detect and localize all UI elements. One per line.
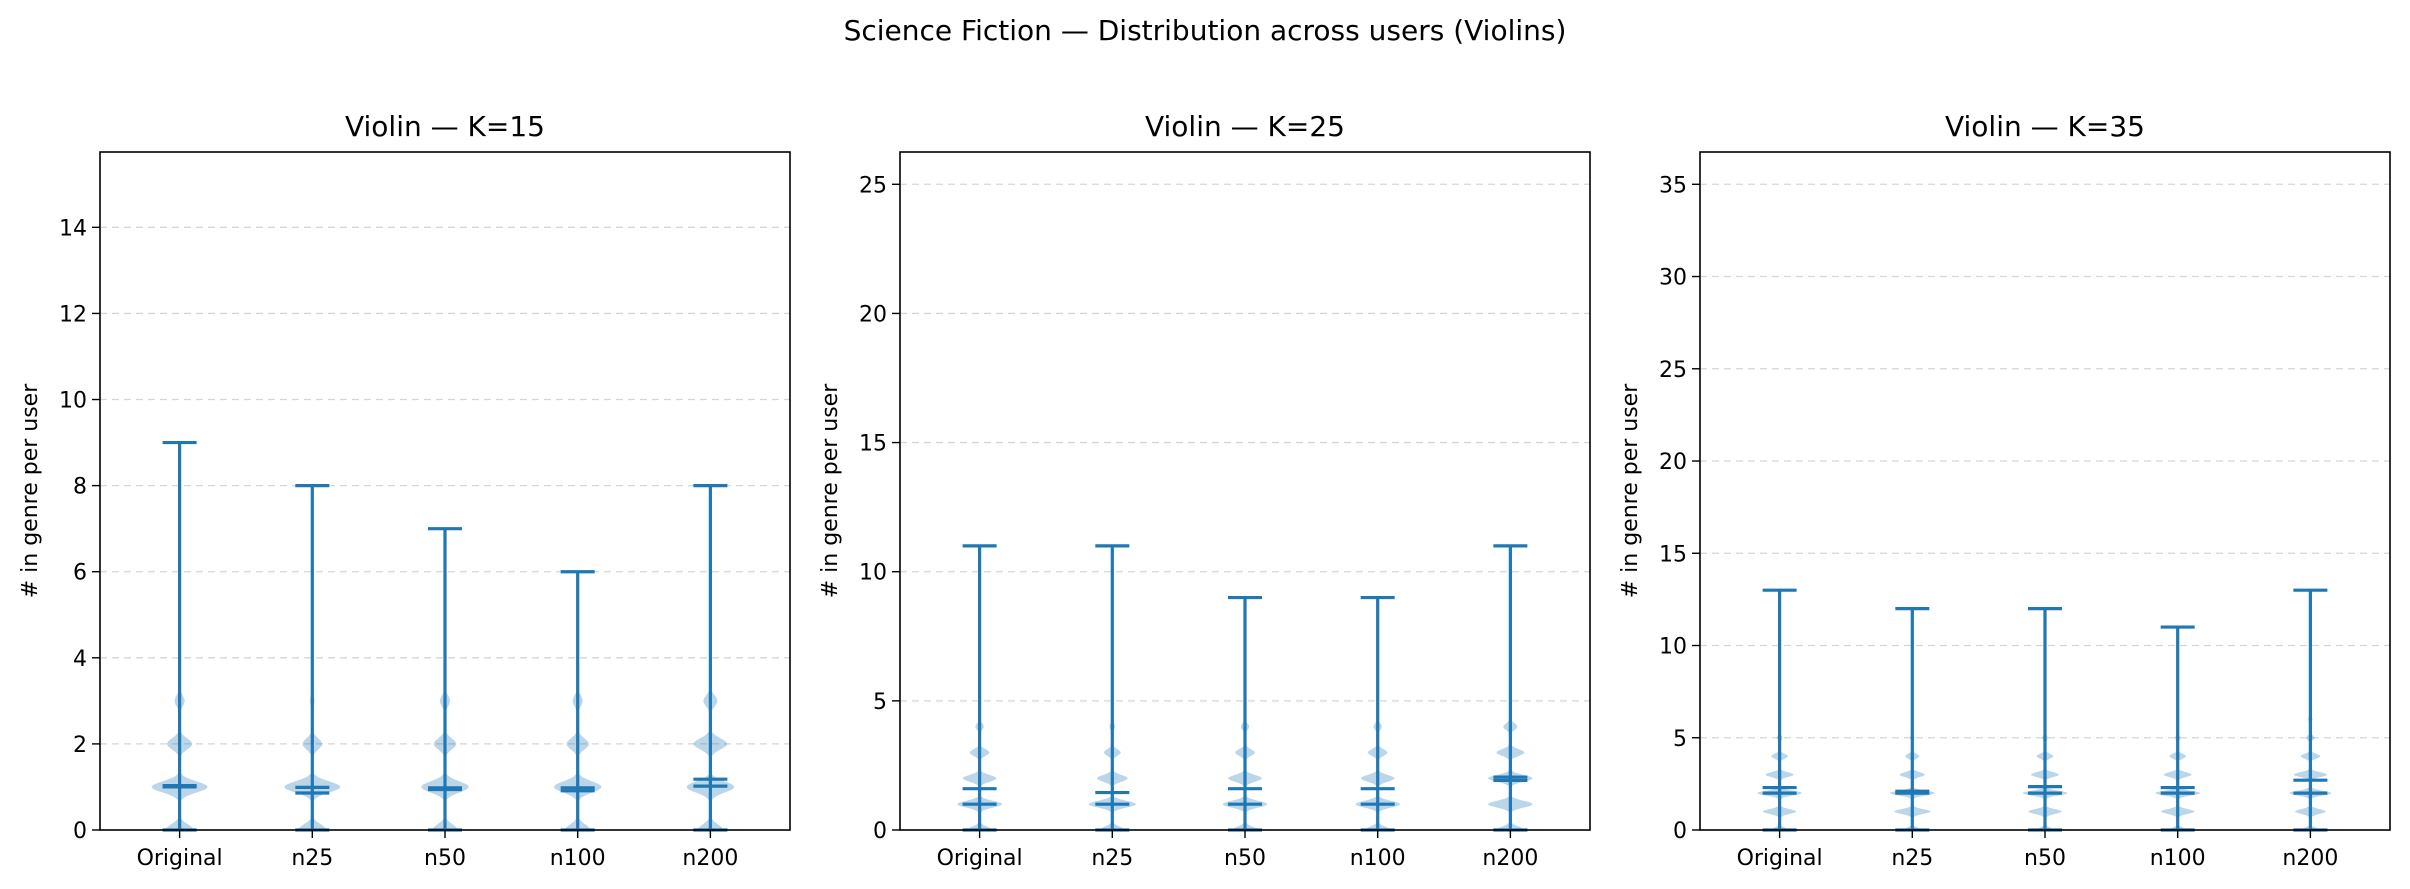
violin-n50	[1222, 595, 1268, 832]
y-tick-label: 6	[73, 561, 87, 586]
y-tick-label: 5	[1673, 727, 1687, 752]
violin-n50	[421, 527, 469, 832]
violin-n50	[2022, 607, 2068, 832]
violin-n200	[1488, 544, 1533, 832]
violin-Original	[151, 440, 208, 832]
y-tick-label: 20	[859, 302, 887, 327]
y-tick-label: 25	[859, 173, 887, 198]
violin-n100	[554, 570, 602, 832]
y-axis-label: # in genre per user	[818, 383, 843, 598]
y-tick-label: 10	[859, 561, 887, 586]
y-tick-label: 15	[1659, 542, 1687, 567]
panel-title: Violin — K=15	[345, 110, 545, 143]
y-tick-label: 0	[873, 819, 887, 844]
y-axis-label: # in genre per user	[18, 383, 43, 598]
y-tick-label: 0	[1673, 819, 1687, 844]
x-tick-label: n100	[550, 846, 606, 871]
y-tick-label: 4	[73, 647, 87, 672]
y-tick-label: 8	[73, 475, 87, 500]
violin-panel-k25: Violin — K=25 # in genre per user 0 5 10 15…	[818, 110, 1591, 871]
y-tick-label: 5	[873, 690, 887, 715]
violin-n25	[1088, 544, 1136, 832]
violin-n100	[2155, 625, 2200, 832]
x-tick-label: n200	[2282, 846, 2338, 871]
violin-Original	[957, 544, 1002, 832]
violin-panel-k35: Violin — K=35 # in genre per user 0 5 10 15…	[1618, 110, 2391, 871]
panel-title: Violin — K=35	[1945, 110, 2145, 143]
y-tick-label: 0	[73, 819, 87, 844]
y-tick-label: 12	[59, 302, 87, 327]
x-tick-label: Original	[1737, 846, 1823, 871]
violin-Original	[1757, 588, 1802, 832]
x-tick-label: n200	[1482, 846, 1538, 871]
y-tick-label: 20	[1659, 450, 1687, 475]
x-tick-label: Original	[137, 846, 223, 871]
x-tick-label: n100	[1350, 846, 1406, 871]
y-tick-label: 10	[59, 389, 87, 414]
x-tick-label: n25	[1091, 846, 1133, 871]
figure-title: Science Fiction — Distribution across us…	[844, 14, 1567, 47]
plot-frame	[99, 151, 791, 831]
y-tick-label: 2	[73, 733, 87, 758]
y-tick-label: 14	[59, 216, 87, 241]
x-tick-label: n25	[291, 846, 333, 871]
violin-n25	[1890, 607, 1935, 832]
y-tick-label: 15	[859, 432, 887, 457]
x-tick-label: n50	[1224, 846, 1266, 871]
x-tick-label: n25	[1891, 846, 1933, 871]
violin-n100	[1355, 595, 1400, 832]
x-tick-label: n200	[682, 846, 738, 871]
violin-n200	[2289, 588, 2332, 832]
violin-panel-k15: Violin — K=15 # in genre per user 0 2 4 6 8 1…	[18, 110, 791, 871]
y-tick-label: 10	[1659, 635, 1687, 660]
y-tick-label: 30	[1659, 266, 1687, 291]
panel-title: Violin — K=25	[1145, 110, 1345, 143]
x-tick-label: n50	[2024, 846, 2066, 871]
y-axis-label: # in genre per user	[1618, 383, 1643, 598]
plot-frame	[1699, 151, 2391, 831]
x-tick-label: n100	[2150, 846, 2206, 871]
x-tick-label: n50	[424, 846, 466, 871]
x-tick-label: Original	[937, 846, 1023, 871]
y-tick-label: 35	[1659, 173, 1687, 198]
plot-frame	[899, 151, 1591, 831]
y-tick-label: 25	[1659, 358, 1687, 383]
